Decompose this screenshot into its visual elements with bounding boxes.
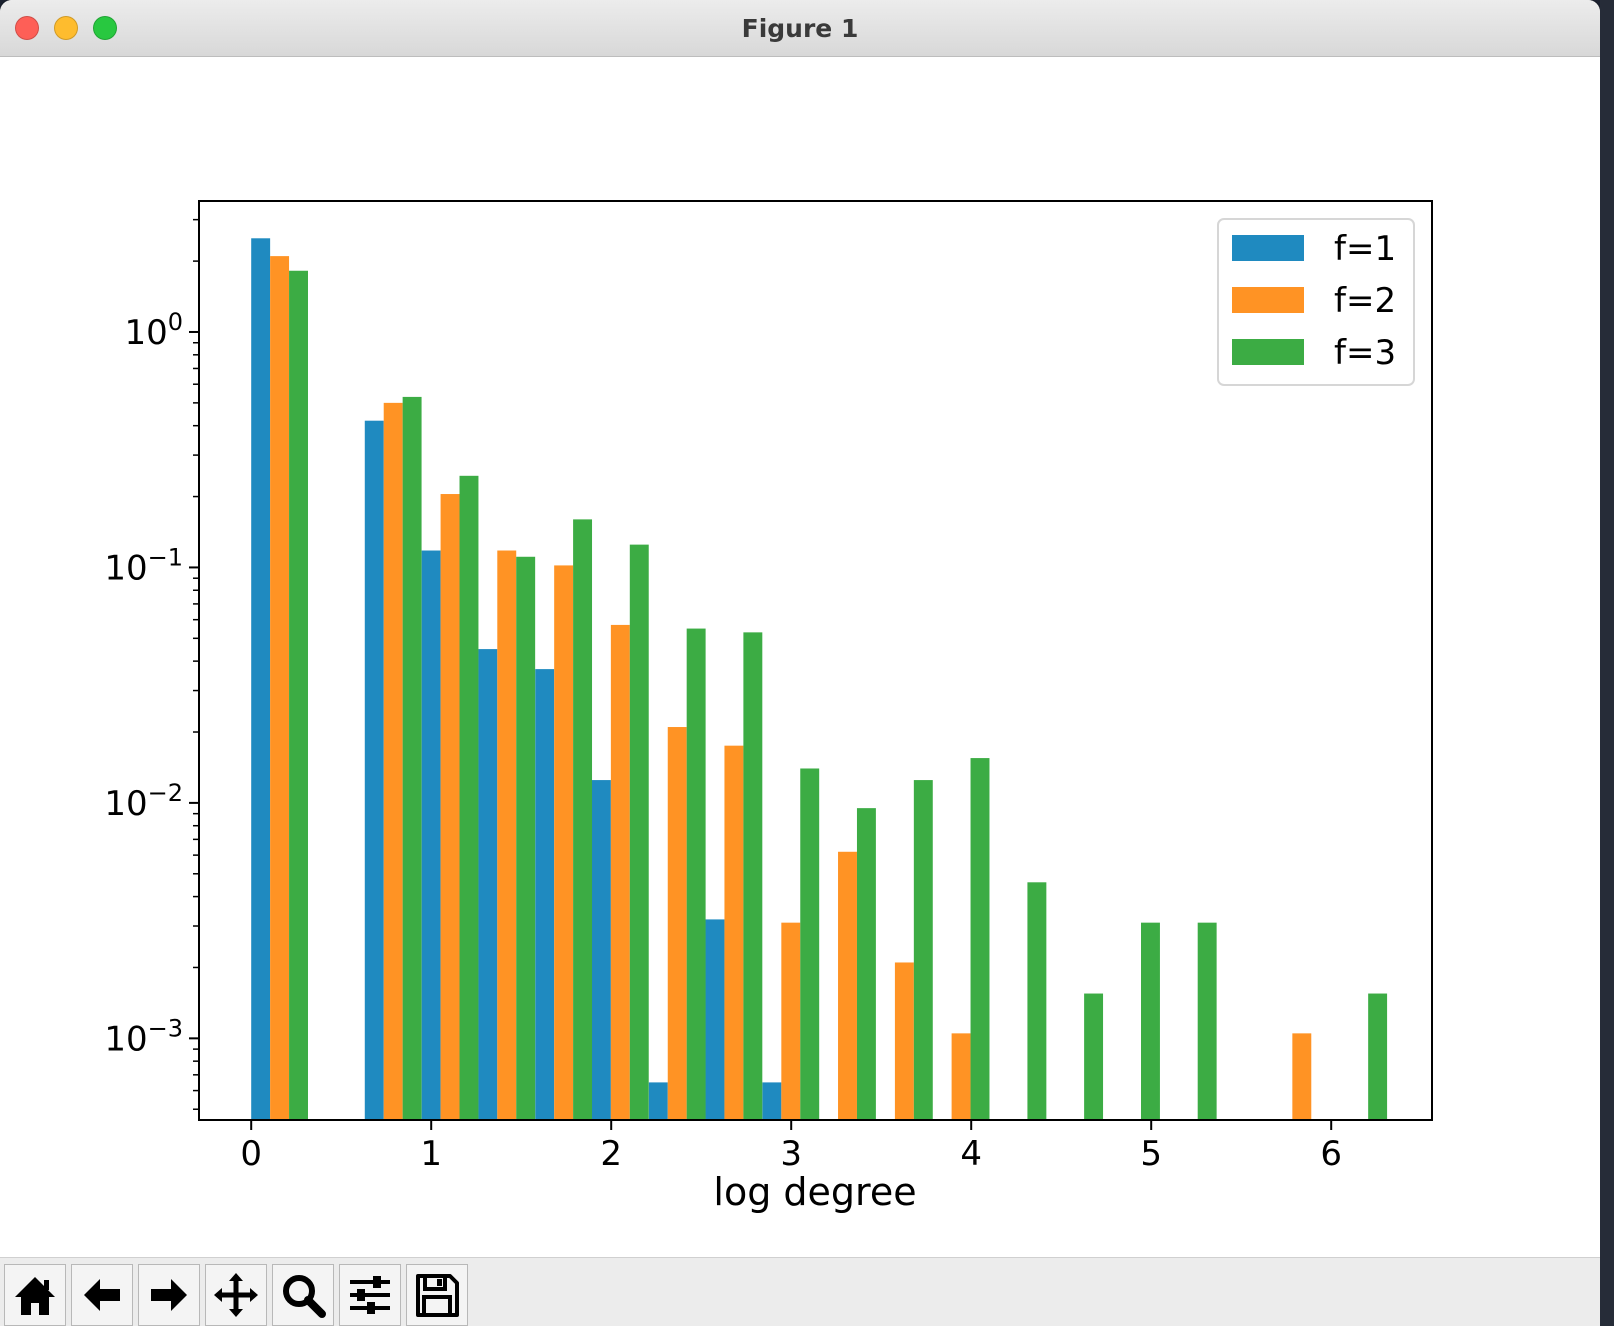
- y-tick-label: 10−2: [104, 779, 183, 824]
- bar-f3-bin-7: [743, 632, 763, 1120]
- bar-f2-bin-17: [1292, 1033, 1312, 1120]
- bar-f2-bin-3: [497, 550, 517, 1120]
- arrow-left-icon: [84, 1279, 120, 1311]
- home-button[interactable]: [4, 1264, 66, 1326]
- bar-f3-bin-6: [686, 628, 706, 1120]
- bar-f1-bin-2: [421, 550, 441, 1120]
- x-tick-label: 0: [240, 1134, 262, 1174]
- bar-f3-bin-4: [573, 519, 593, 1120]
- bar-f1-bin-0: [251, 238, 271, 1120]
- x-axis-label: log degree: [713, 1170, 916, 1214]
- figure-canvas[interactable]: 0 1 2 3 4 5 6 100 10−1 10−2 10−3 log degree f=1 f=2…: [0, 57, 1600, 1257]
- chart: 0 1 2 3 4 5 6 100 10−1 10−2 10−3 log degree f=1 f=2…: [0, 57, 1600, 1257]
- legend-swatch: [1232, 235, 1304, 261]
- title-bar: Figure 1: [0, 0, 1600, 57]
- save-button[interactable]: [406, 1264, 468, 1326]
- bar-f1-bin-6: [648, 1082, 668, 1120]
- zoom-rect-button[interactable]: [272, 1264, 334, 1326]
- configure-subplots-button[interactable]: [339, 1264, 401, 1326]
- bar-f2-bin-9: [838, 851, 857, 1120]
- back-button[interactable]: [71, 1264, 133, 1326]
- legend: f=1 f=2 f=3: [1217, 218, 1415, 386]
- bar-f1-bin-7: [705, 919, 725, 1120]
- x-tick-label: 3: [780, 1134, 802, 1174]
- x-tick-label: 2: [600, 1134, 622, 1174]
- bar-f3-bin-9: [856, 808, 876, 1120]
- forward-button[interactable]: [138, 1264, 200, 1326]
- bar-f3-bin-5: [629, 544, 649, 1120]
- bar-f2-bin-7: [724, 745, 744, 1120]
- arrow-right-icon: [151, 1279, 187, 1311]
- axes-frame: [198, 200, 1433, 1121]
- legend-label: f=2: [1334, 281, 1396, 321]
- legend-label: f=3: [1334, 333, 1396, 373]
- bar-f3-bin-14: [1141, 922, 1160, 1120]
- bar-f1-bin-5: [591, 780, 611, 1120]
- pan-button[interactable]: [205, 1264, 267, 1326]
- bar-f3-bin-0: [289, 270, 308, 1120]
- bar-f1-bin-1: [364, 420, 384, 1121]
- legend-label: f=1: [1334, 229, 1396, 269]
- bar-f2-bin-5: [610, 624, 630, 1120]
- bar-f2-bin-11: [951, 1033, 971, 1120]
- zoom-button[interactable]: [93, 16, 117, 40]
- bar-f2-bin-10: [894, 962, 914, 1120]
- bar-f3-bin-11: [970, 758, 990, 1120]
- bar-f3-bin-13: [1084, 993, 1104, 1120]
- x-tick-label: 6: [1320, 1134, 1342, 1174]
- x-tick-label: 5: [1140, 1134, 1162, 1174]
- bar-f2-bin-8: [781, 922, 801, 1120]
- bar-f2-bin-2: [440, 494, 460, 1120]
- bar-f2-bin-0: [270, 256, 290, 1120]
- bar-f3-bin-1: [402, 396, 422, 1120]
- bar-f3-bin-10: [913, 780, 933, 1120]
- bar-f2-bin-4: [554, 565, 574, 1120]
- x-tick-label: 1: [420, 1134, 442, 1174]
- bar-f3-bin-18: [1368, 993, 1388, 1120]
- bar-f1-bin-3: [478, 649, 498, 1120]
- y-tick-label: 10−1: [104, 543, 183, 588]
- x-tick-label: 4: [960, 1134, 982, 1174]
- bar-f2-bin-6: [667, 727, 687, 1120]
- bar-f1-bin-8: [762, 1082, 782, 1120]
- background-window: [1600, 0, 1614, 1326]
- magnifier-icon: [283, 1275, 326, 1318]
- window-title: Figure 1: [741, 14, 859, 43]
- navigation-toolbar: [0, 1257, 1600, 1326]
- legend-swatch: [1232, 287, 1304, 313]
- bar-f3-bin-15: [1197, 922, 1217, 1120]
- bar-f3-bin-2: [459, 475, 479, 1120]
- bar-f1-bin-4: [535, 669, 555, 1120]
- close-button[interactable]: [15, 16, 39, 40]
- y-tick-label: 100: [124, 308, 183, 353]
- sliders-icon: [350, 1276, 390, 1314]
- bar-f3-bin-8: [800, 768, 820, 1120]
- home-icon: [15, 1277, 55, 1315]
- minimize-button[interactable]: [54, 16, 78, 40]
- bar-f3-bin-3: [516, 556, 536, 1120]
- bar-f3-bin-12: [1027, 882, 1047, 1120]
- floppy-disk-icon: [416, 1274, 459, 1317]
- y-tick-label: 10−3: [104, 1014, 183, 1059]
- bar-f2-bin-1: [383, 402, 403, 1120]
- legend-swatch: [1232, 339, 1304, 365]
- move-icon: [214, 1273, 258, 1317]
